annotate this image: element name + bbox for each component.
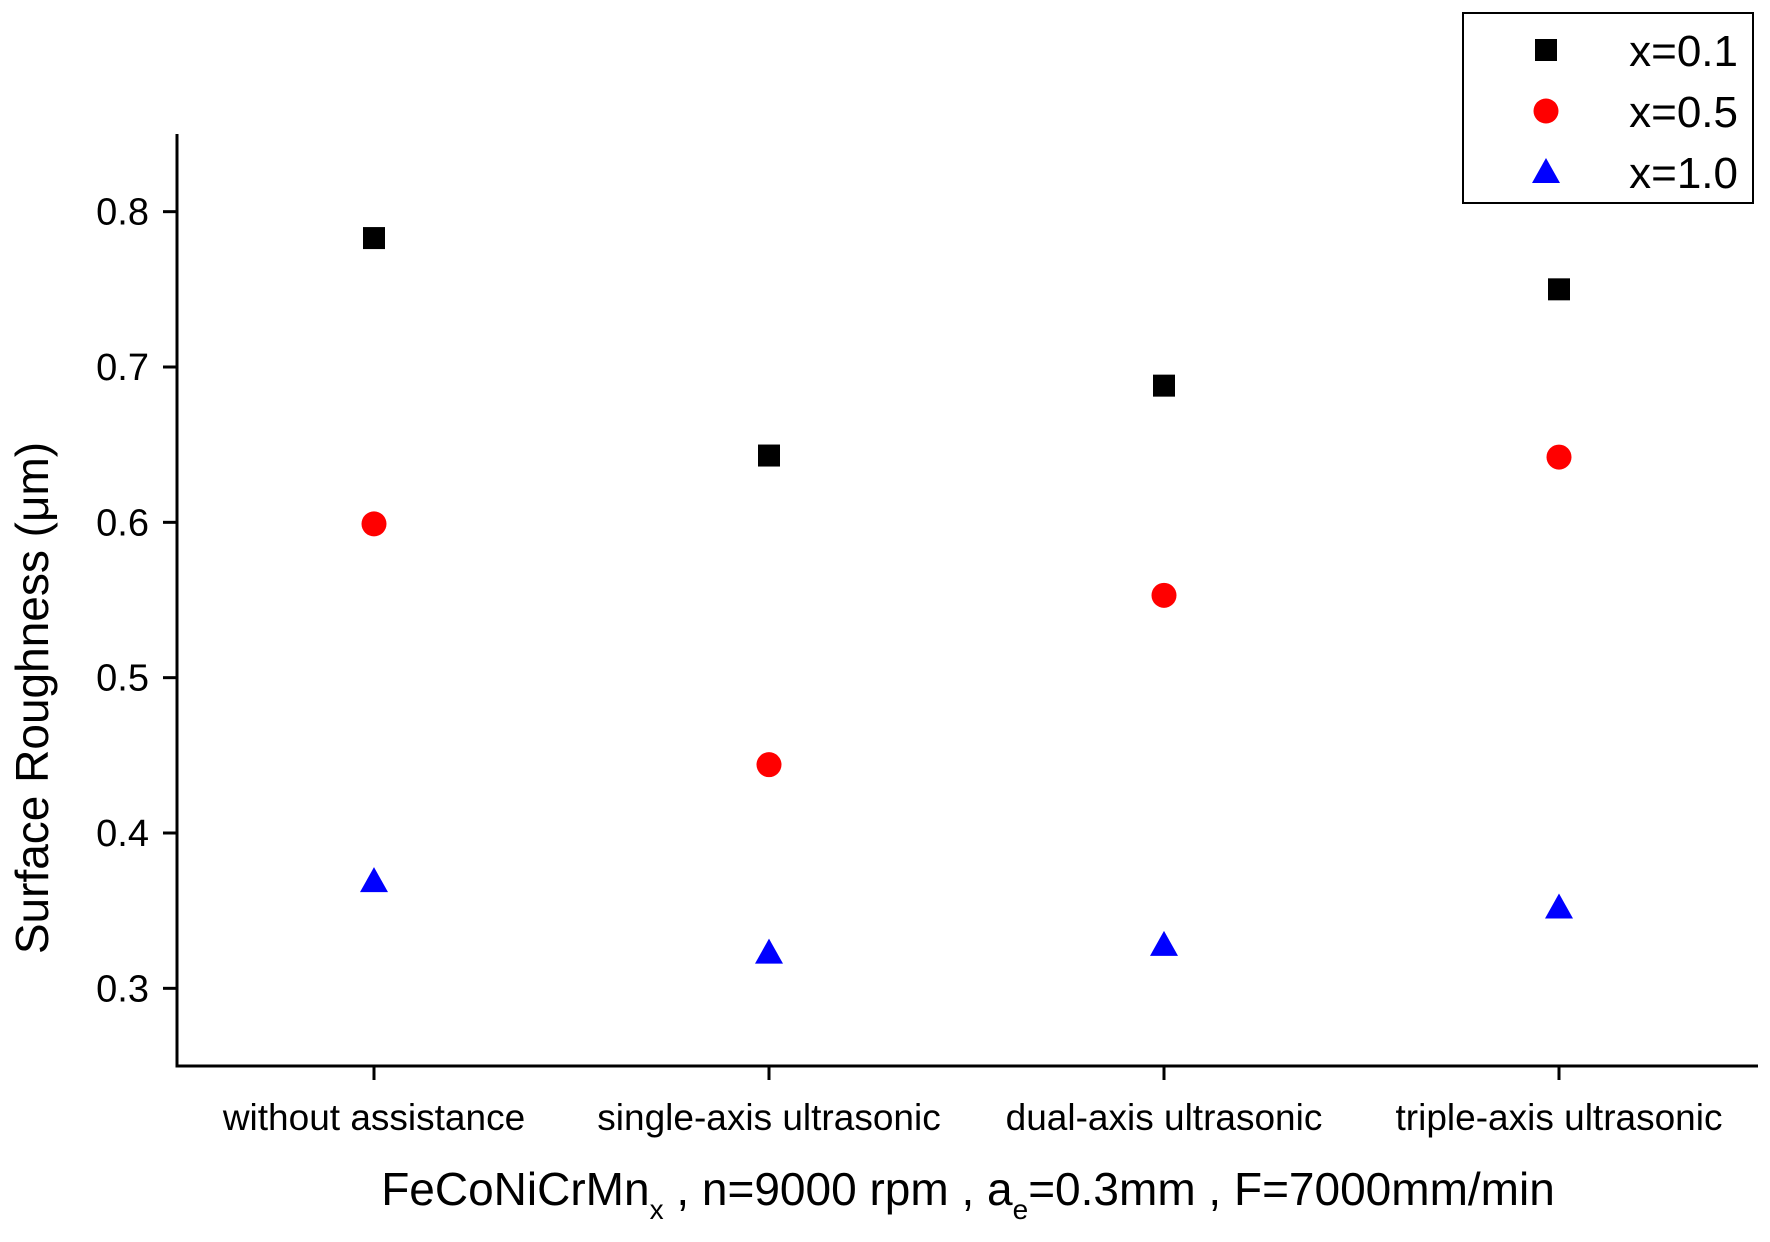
x-label-middle: , n=9000 rpm , a (664, 1163, 1013, 1215)
data-marks (360, 227, 1573, 964)
data-point-triangle (360, 867, 388, 893)
series-2 (361, 444, 1572, 778)
data-point-square (363, 227, 385, 250)
y-tick-label: 0.7 (96, 347, 149, 389)
data-point-square (1153, 374, 1175, 397)
x-tick-label: without assistance (222, 1097, 525, 1138)
y-tick-label: 0.6 (96, 502, 149, 544)
legend-marker-square (1535, 39, 1557, 61)
x-ticks: without assistance single-axis ultrasonic… (222, 1066, 1723, 1138)
legend-box (1462, 12, 1754, 204)
data-point-square (758, 444, 780, 467)
x-label-base-sub: x (650, 1194, 664, 1225)
x-axis-label: FeCoNiCrMnx , n=9000 rpm , ae=0.3mm , F=… (381, 1163, 1555, 1225)
data-point-square (1548, 278, 1570, 301)
data-point-triangle (1545, 893, 1573, 919)
y-axis-label: Surface Roughness (μm) (6, 442, 58, 954)
axes (175, 134, 1758, 1068)
series-1 (363, 227, 1570, 467)
y-ticks: 0.3 0.4 0.5 0.6 0.7 0.8 (96, 192, 177, 1010)
data-point-circle (361, 511, 387, 537)
y-tick-label: 0.4 (96, 813, 149, 855)
legend-label: x=1.0 (1629, 149, 1738, 198)
series-3 (360, 867, 1573, 964)
data-point-circle (1151, 582, 1177, 608)
x-label-base: FeCoNiCrMn (381, 1163, 649, 1215)
data-point-triangle (1150, 930, 1178, 956)
legend: x=0.1 x=0.5 x=1.0 (1462, 12, 1754, 204)
legend-label: x=0.1 (1629, 27, 1738, 76)
y-tick-label: 0.8 (96, 192, 149, 234)
y-tick-label: 0.3 (96, 968, 149, 1010)
data-point-circle (1546, 444, 1572, 470)
x-tick-label: triple-axis ultrasonic (1396, 1097, 1723, 1138)
x-label-middle-sub: e (1013, 1194, 1029, 1225)
x-tick-label: dual-axis ultrasonic (1006, 1097, 1323, 1138)
x-label-end: =0.3mm , F=7000mm/min (1028, 1163, 1555, 1215)
legend-marker-circle (1533, 98, 1559, 124)
data-point-circle (756, 752, 782, 778)
legend-marker-triangle (1532, 158, 1560, 183)
data-point-triangle (755, 938, 783, 964)
x-tick-label: single-axis ultrasonic (597, 1097, 940, 1138)
legend-label: x=0.5 (1629, 88, 1738, 137)
y-tick-label: 0.5 (96, 658, 149, 700)
